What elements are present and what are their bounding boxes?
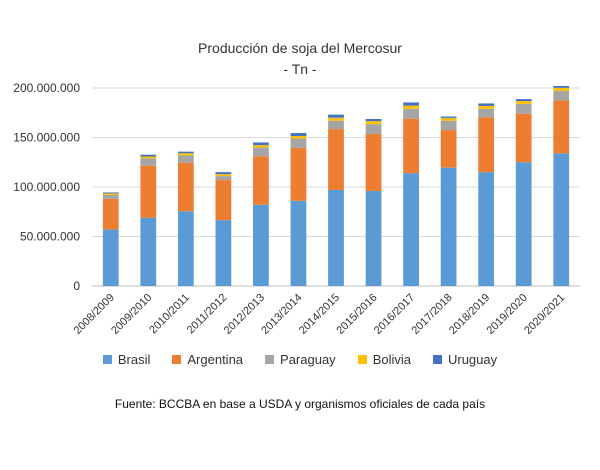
bar-segment — [403, 102, 419, 106]
bar-segment — [440, 130, 457, 168]
bar-segment — [478, 117, 495, 173]
bar-segment — [328, 129, 344, 190]
bar-segment — [290, 200, 307, 286]
legend-item-paraguay: Paraguay — [265, 352, 336, 367]
bar-segment — [102, 192, 119, 194]
legend-label-uruguay: Uruguay — [447, 352, 498, 367]
bar-segment — [253, 204, 269, 286]
bar-segment — [177, 155, 194, 163]
legend-label-brasil: Brasil — [117, 352, 151, 367]
bar-segment — [403, 173, 419, 286]
bar-segment — [365, 121, 382, 125]
bar-segment — [253, 142, 269, 146]
bar-segment — [215, 174, 232, 177]
bar-segment — [215, 220, 232, 286]
chart-title: Producción de soja del Mercosur — [198, 40, 402, 56]
bar-segment — [553, 90, 570, 101]
legend-label-bolivia: Bolivia — [372, 352, 411, 367]
y-tick-label: 0 — [73, 279, 80, 293]
x-tick-label: 2020/2021 — [522, 292, 567, 337]
source-note: Fuente: BCCBA en base a USDA y organismo… — [114, 397, 486, 411]
bar-segment — [215, 172, 232, 175]
bar-segment — [102, 198, 119, 230]
legend-swatch-argentina — [172, 355, 182, 364]
bar-segment — [403, 108, 419, 119]
bar-segment — [553, 87, 570, 91]
bar-segment — [290, 136, 307, 139]
bar-segment — [515, 101, 532, 104]
legend-swatch-uruguay — [432, 355, 442, 364]
bar-segment — [253, 147, 269, 157]
bar-segment — [440, 116, 457, 118]
bar-segment — [478, 103, 495, 106]
y-tick-label: 200.000.000 — [13, 81, 80, 95]
bar-segment — [403, 105, 419, 109]
legend-item-argentina: Argentina — [172, 352, 243, 367]
legend-label-paraguay: Paraguay — [280, 352, 336, 367]
bar-segment — [177, 162, 194, 212]
bar-segment — [440, 120, 457, 131]
bar-segment — [290, 138, 307, 148]
bar-segment — [515, 113, 532, 163]
x-tick-label: 2009/2010 — [109, 292, 154, 337]
bar-segment — [290, 133, 307, 137]
bar-segment — [365, 190, 382, 286]
bar-segment — [440, 117, 457, 121]
bar-segment — [515, 103, 532, 114]
bar-segment — [515, 99, 532, 102]
legend-swatch-paraguay — [265, 355, 275, 364]
bar-segment — [365, 124, 382, 135]
bar-segment — [253, 145, 269, 148]
legend-item-uruguay: Uruguay — [432, 352, 498, 367]
bar-segment — [403, 118, 419, 174]
bar-segment — [553, 100, 570, 154]
bar-segment — [102, 194, 119, 199]
bar-segment — [177, 153, 194, 156]
bar-segment — [328, 189, 344, 286]
y-tick-label: 150.000.000 — [13, 131, 80, 145]
legend: Brasil Argentina Paraguay Bolivia Urugua… — [0, 352, 600, 367]
bar-segment — [365, 118, 382, 122]
y-tick-label: 50.000.000 — [20, 230, 80, 244]
bar-segment — [102, 229, 119, 286]
y-tick-label: 100.000.000 — [13, 180, 80, 194]
legend-item-brasil: Brasil — [102, 352, 151, 367]
bar-segment — [102, 193, 119, 195]
bar-segment — [440, 167, 457, 286]
bar-segment — [140, 165, 157, 218]
bar-segment — [478, 105, 495, 109]
bar-segment — [478, 108, 495, 118]
bar-segment — [328, 120, 344, 130]
bar-segment — [365, 134, 382, 191]
legend-swatch-brasil — [102, 355, 112, 364]
bar-segment — [177, 211, 194, 286]
bar-segment — [215, 180, 232, 221]
bar-segment — [290, 147, 307, 201]
legend-label-argentina: Argentina — [187, 352, 244, 367]
bar-segment — [328, 117, 344, 121]
bar-segment — [253, 156, 269, 205]
chart-subtitle: - Tn - — [283, 61, 317, 77]
bar-segment — [515, 162, 532, 286]
bar-segment — [140, 158, 157, 166]
bar-segment — [140, 154, 157, 157]
bar-segment — [478, 172, 495, 286]
bar-segment — [553, 153, 570, 286]
bar-segment — [215, 176, 232, 181]
bar-segment — [328, 114, 344, 118]
legend-swatch-bolivia — [357, 355, 367, 364]
bar-segment — [553, 86, 570, 88]
legend-item-bolivia: Bolivia — [357, 352, 411, 367]
bar-segment — [140, 217, 157, 286]
bar-segment — [140, 156, 157, 159]
bar-segment — [177, 151, 194, 154]
